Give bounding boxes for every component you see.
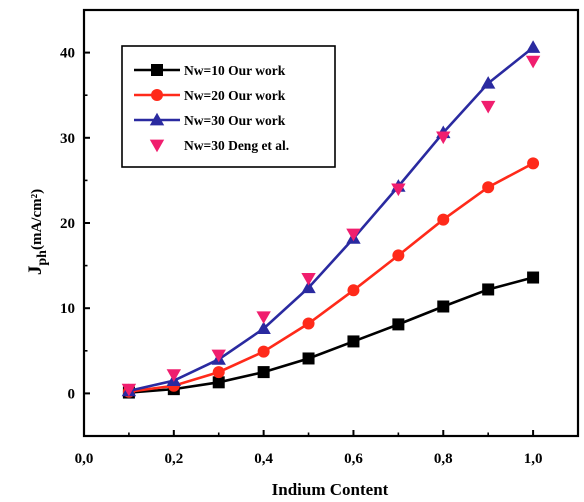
series-2-point [527,157,540,170]
series-1-point [527,271,540,284]
legend-entry-4: Nw=30 Deng et al. [149,138,289,153]
series-1-point [257,366,270,379]
legend-marker [149,139,165,153]
y-axis-label-main: J [25,266,46,276]
series-4-point [301,272,316,286]
x-tick-label: 0,0 [75,451,94,467]
y-tick-label: 30 [60,131,75,147]
series-4-point [211,349,226,363]
x-axis-label: Indium Content [272,480,389,499]
series-4-point [121,383,137,397]
y-axis-label-unit: (mA/cm²) [29,189,45,250]
legend-entry-2: Nw=20 Our work [134,88,286,103]
series-4-point [525,55,541,69]
y-axis-label: Jph(mA/cm²) [25,189,50,275]
legend-entry-1: Nw=10 Our work [134,63,286,78]
legend-marker [151,64,163,76]
legend-label: Nw=30 Deng et al. [184,138,289,153]
series-2-point [257,345,270,358]
series-1-point [347,335,360,348]
legend-label: Nw=10 Our work [184,63,286,78]
y-tick-label: 10 [60,301,75,317]
series-2 [122,157,540,398]
y-axis-label-sub: ph [35,250,50,266]
x-tick-label: 0,2 [164,451,183,467]
series-2-point [302,317,315,330]
legend-marker [149,112,165,126]
series-4-point [166,369,182,382]
series-2-point [347,284,360,297]
svg-text:Jph(mA/cm²): Jph(mA/cm²) [25,189,50,275]
series-1 [122,271,540,399]
x-tick-label: 0,8 [434,451,453,467]
series-1-point [212,376,225,389]
series-1-point [437,300,450,313]
series-4 [121,55,541,397]
series-4-point [256,311,271,324]
series-4-point [346,228,361,242]
series-2-point [437,213,450,226]
legend-entry-3: Nw=30 Our work [134,112,286,128]
x-tick-label: 0,4 [254,451,273,467]
series-4-point [391,183,406,197]
x-tick-label: 0,6 [344,451,363,467]
series-2-point [392,249,405,262]
y-tick-label: 0 [68,386,76,402]
series-4-point [436,131,451,145]
legend-label: Nw=20 Our work [184,88,286,103]
series-1-point [482,283,495,296]
series-2-point [212,366,225,379]
series-1-point [302,352,315,365]
series-1-line [128,276,534,394]
series-3-point [480,76,496,89]
series-4-point [480,100,496,114]
legend-label: Nw=30 Our work [184,113,286,128]
series-2-line [128,162,534,393]
y-tick-label: 40 [60,46,75,62]
x-tick-label: 1,0 [524,451,543,467]
y-tick-label: 20 [60,216,75,232]
series-3-point [525,40,541,53]
legend-marker [151,89,163,101]
series-3-point [256,321,271,335]
series-1-point [392,318,405,331]
series-2-point [482,181,495,194]
series-3-line [128,46,534,393]
series-3-point [301,280,316,294]
